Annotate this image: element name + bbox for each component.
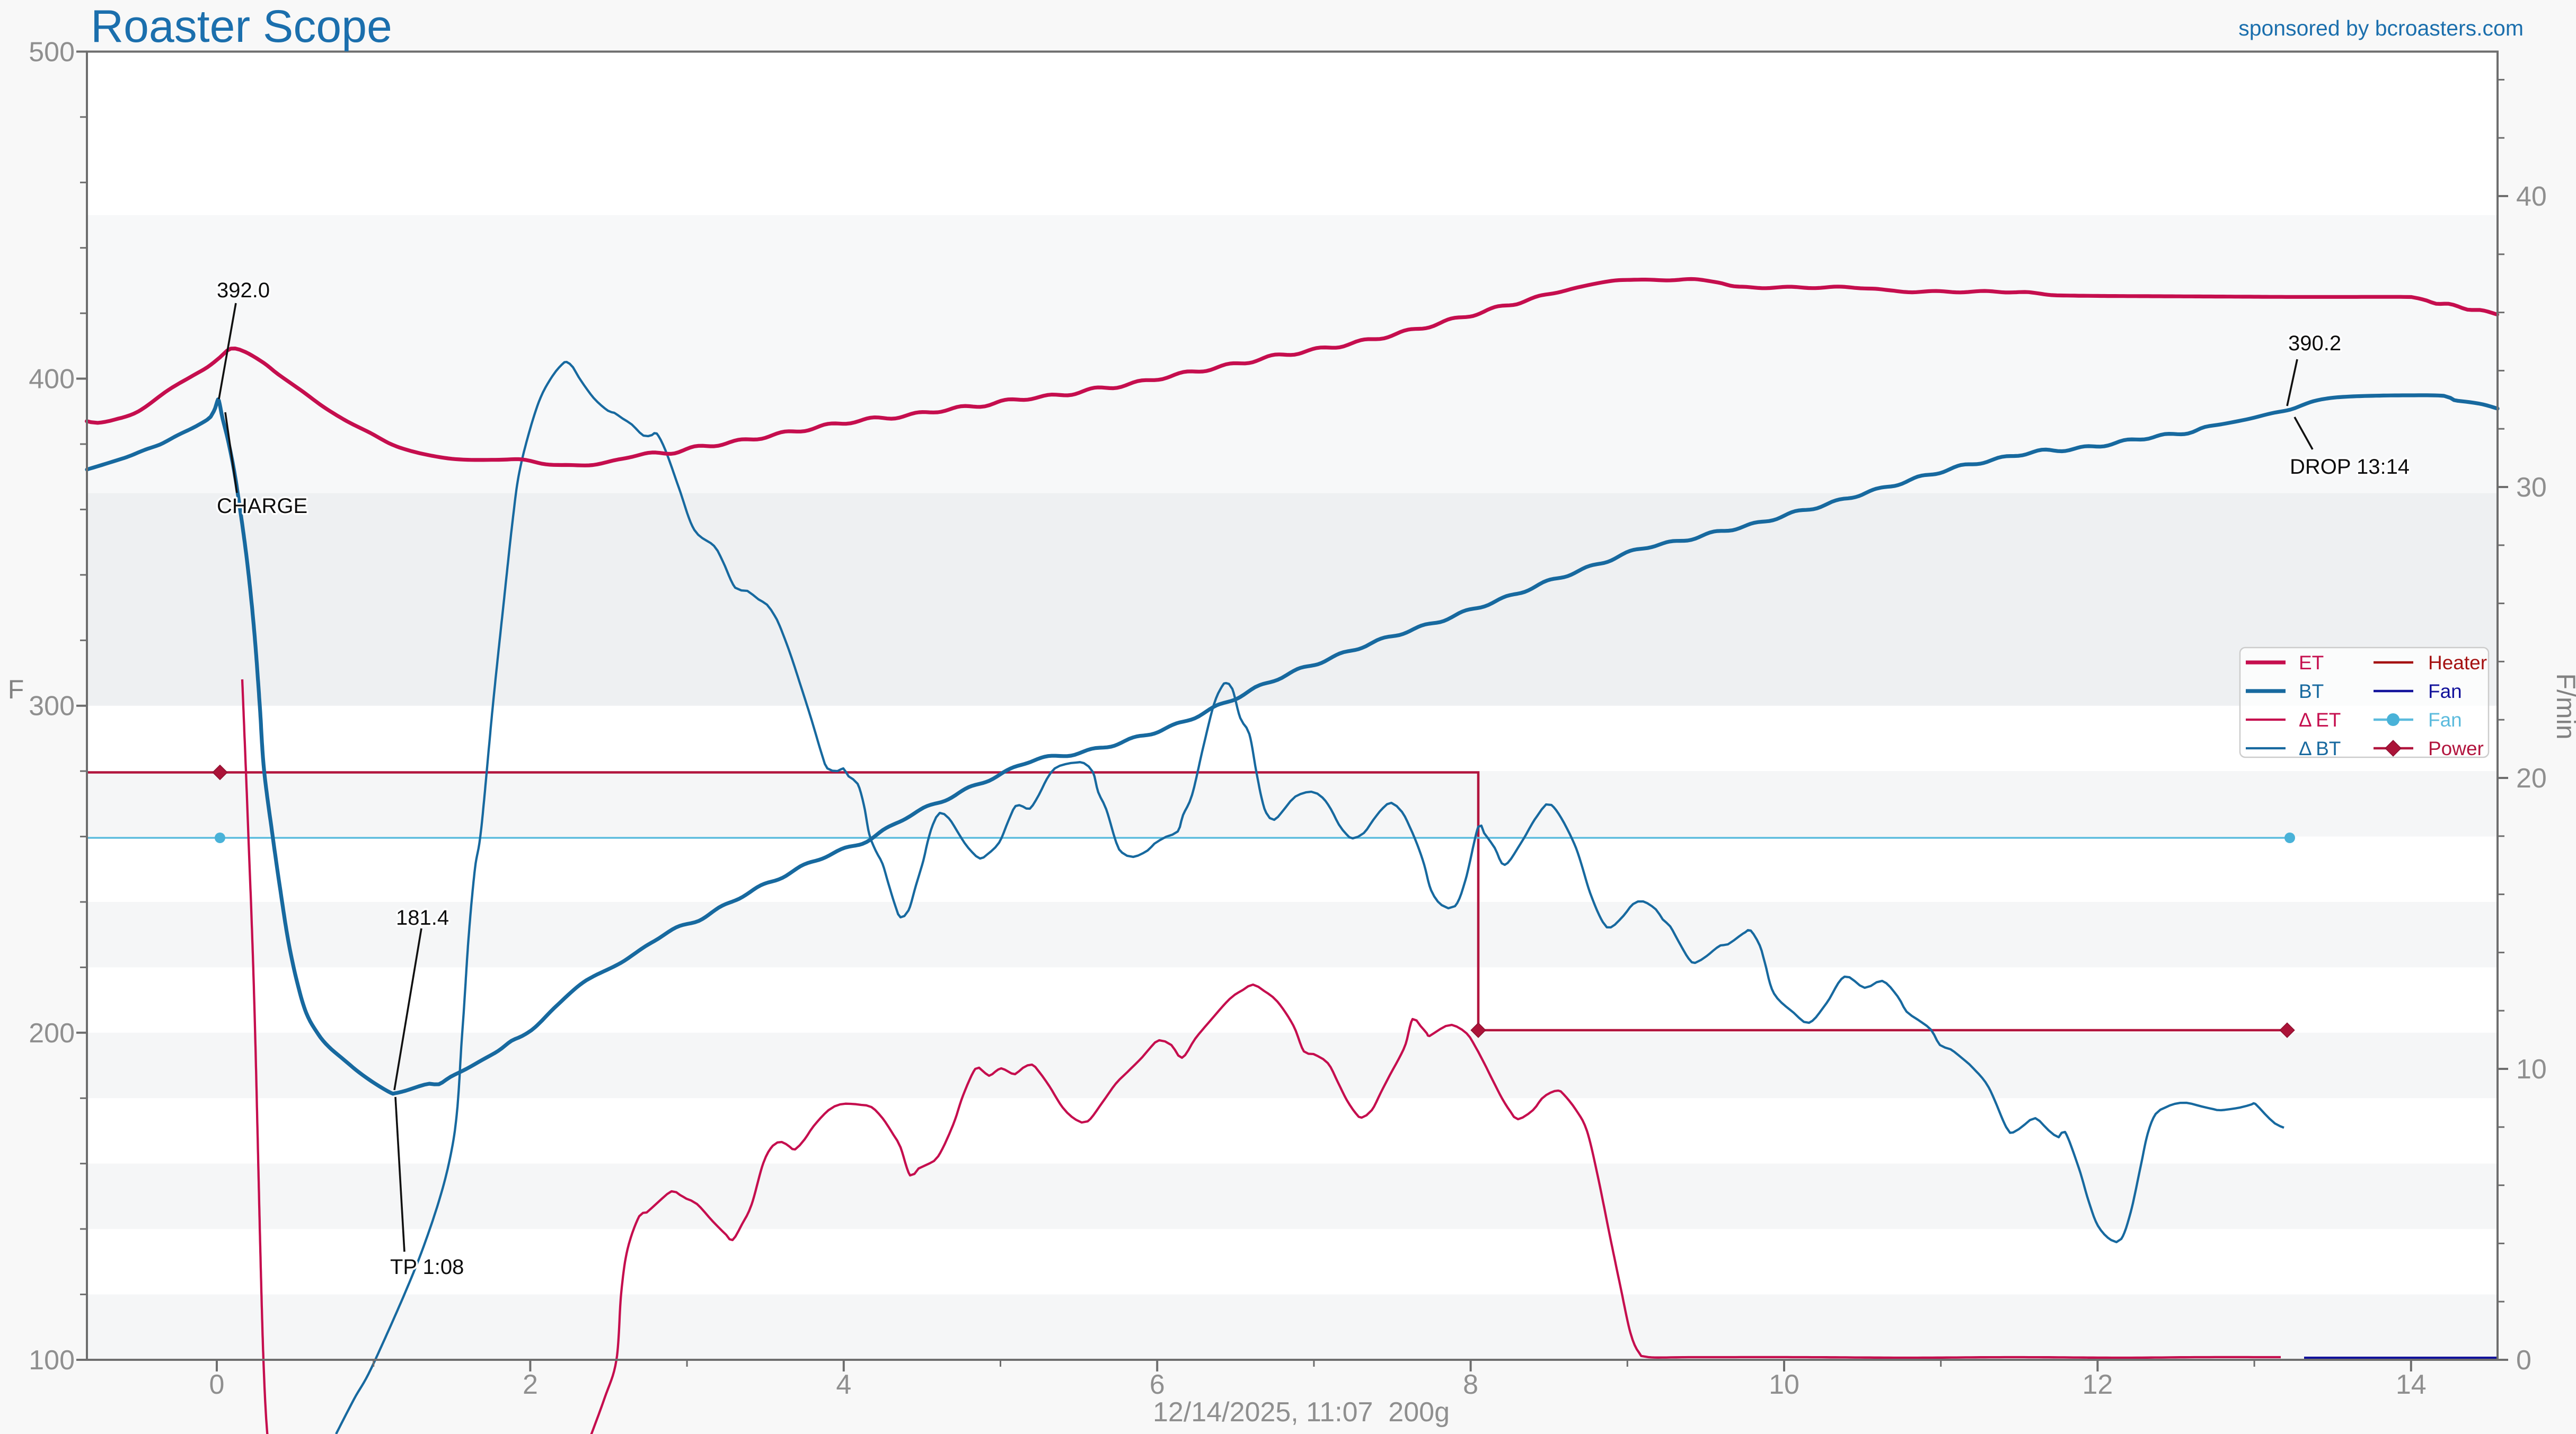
svg-text:20: 20: [2516, 763, 2547, 794]
svg-text:181.4: 181.4: [396, 906, 449, 930]
svg-text:DROP 13:14: DROP 13:14: [2290, 455, 2410, 479]
svg-text:CHARGE: CHARGE: [217, 494, 307, 518]
svg-text:0: 0: [209, 1369, 225, 1400]
svg-text:6: 6: [1150, 1369, 1165, 1400]
svg-text:30: 30: [2516, 472, 2547, 503]
svg-text:10: 10: [1769, 1369, 1799, 1400]
svg-text:Δ BT: Δ BT: [2299, 738, 2341, 759]
svg-text:500: 500: [29, 37, 75, 67]
svg-text:390.2: 390.2: [2288, 332, 2341, 355]
svg-text:ET: ET: [2299, 652, 2324, 674]
svg-text:Roaster Scope: Roaster Scope: [91, 1, 392, 52]
svg-text:0: 0: [2516, 1345, 2531, 1376]
svg-text:2: 2: [523, 1369, 538, 1400]
svg-text:8: 8: [1463, 1369, 1478, 1400]
svg-text:Fan: Fan: [2428, 680, 2462, 702]
svg-text:Power: Power: [2428, 738, 2484, 759]
svg-text:4: 4: [836, 1369, 851, 1400]
svg-text:400: 400: [29, 364, 75, 395]
svg-text:12/14/2025, 11:07 200g: 12/14/2025, 11:07 200g: [1153, 1397, 1450, 1428]
svg-text:100: 100: [29, 1345, 75, 1376]
svg-text:Heater: Heater: [2428, 652, 2487, 674]
svg-text:392.0: 392.0: [217, 279, 270, 302]
svg-text:300: 300: [29, 691, 75, 722]
svg-text:BT: BT: [2299, 680, 2324, 702]
svg-text:200: 200: [29, 1018, 75, 1049]
svg-text:Δ ET: Δ ET: [2299, 709, 2341, 731]
svg-text:Fan: Fan: [2428, 709, 2462, 731]
svg-text:10: 10: [2516, 1054, 2547, 1085]
svg-text:12: 12: [2082, 1369, 2113, 1400]
svg-text:F: F: [8, 675, 24, 704]
svg-text:40: 40: [2516, 181, 2547, 212]
svg-text:sponsored by bcroasters.com: sponsored by bcroasters.com: [2238, 16, 2524, 40]
svg-text:TP 1:08: TP 1:08: [390, 1255, 464, 1279]
svg-text:14: 14: [2396, 1369, 2427, 1400]
svg-text:F/min: F/min: [2551, 674, 2576, 740]
